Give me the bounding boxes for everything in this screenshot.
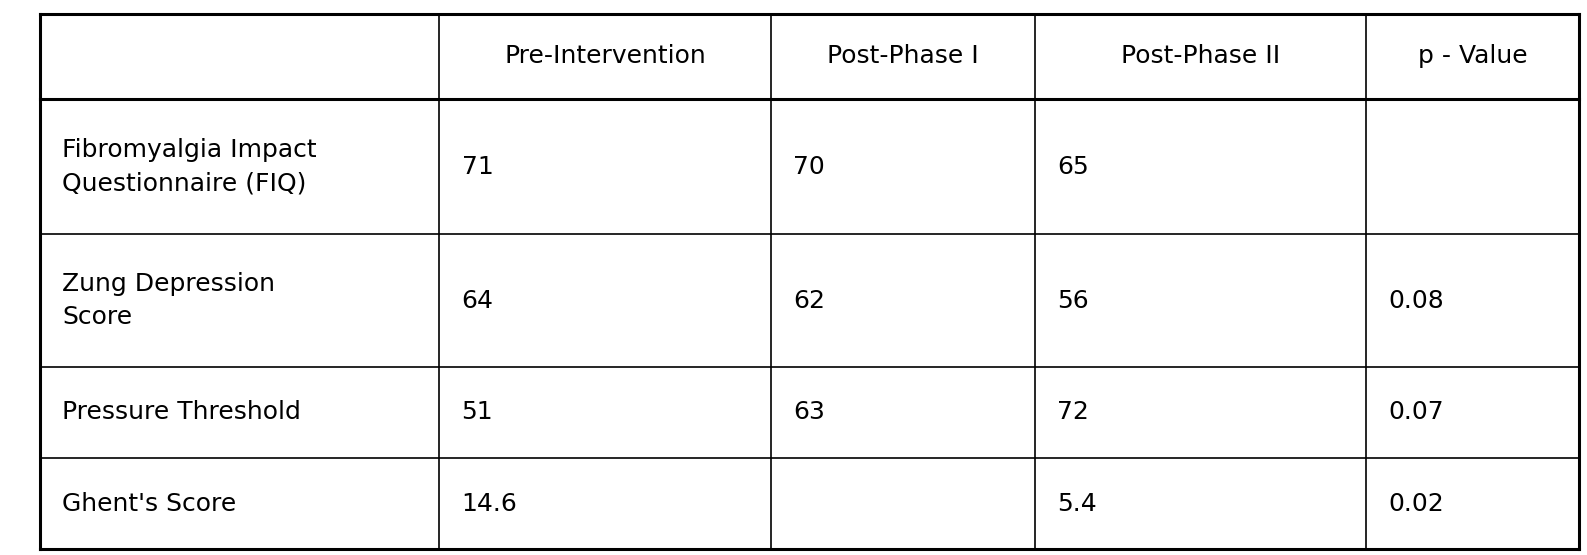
Text: 63: 63 — [794, 400, 825, 425]
Text: 72: 72 — [1057, 400, 1089, 425]
Text: 0.08: 0.08 — [1389, 289, 1444, 312]
Text: 65: 65 — [1057, 155, 1089, 179]
Text: Fibromyalgia Impact
Questionnaire (FIQ): Fibromyalgia Impact Questionnaire (FIQ) — [62, 138, 316, 195]
Text: 51: 51 — [462, 400, 494, 425]
Text: Post-Phase I: Post-Phase I — [827, 44, 979, 68]
Text: Pressure Threshold: Pressure Threshold — [62, 400, 302, 425]
Text: Post-Phase II: Post-Phase II — [1120, 44, 1281, 68]
Text: 70: 70 — [794, 155, 825, 179]
Text: 62: 62 — [794, 289, 825, 312]
Text: 5.4: 5.4 — [1057, 492, 1097, 516]
Text: 71: 71 — [462, 155, 494, 179]
Text: Pre-Intervention: Pre-Intervention — [505, 44, 706, 68]
Text: Zung Depression
Score: Zung Depression Score — [62, 272, 275, 329]
Text: 0.07: 0.07 — [1389, 400, 1444, 425]
Text: 64: 64 — [462, 289, 494, 312]
Text: Ghent's Score: Ghent's Score — [62, 492, 236, 516]
Text: 14.6: 14.6 — [462, 492, 517, 516]
Text: p - Value: p - Value — [1417, 44, 1528, 68]
Text: 0.02: 0.02 — [1389, 492, 1444, 516]
Text: 56: 56 — [1057, 289, 1089, 312]
